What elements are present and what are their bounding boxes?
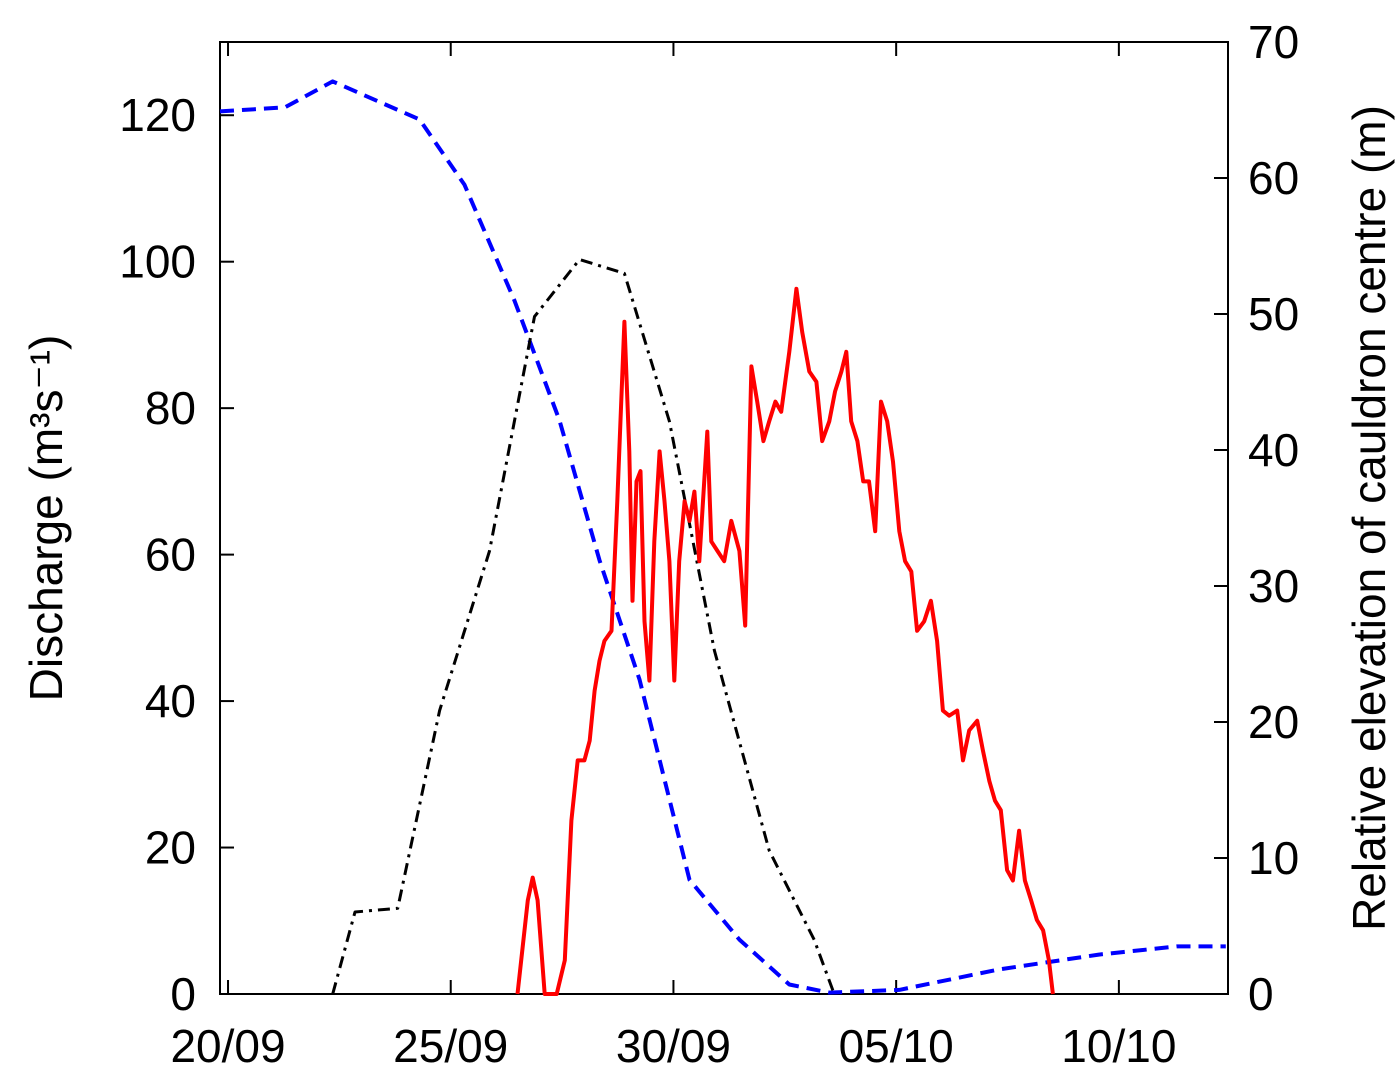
y-tick-label: 0: [170, 968, 196, 1020]
y2-tick-label: 50: [1248, 288, 1299, 340]
y-tick-label: 60: [145, 529, 196, 581]
y-tick-label: 120: [119, 89, 196, 141]
y2-tick-label: 30: [1248, 560, 1299, 612]
y2-tick-label: 0: [1248, 968, 1274, 1020]
x-tick-label: 25/09: [393, 1020, 508, 1070]
x-tick-label: 05/10: [839, 1020, 954, 1070]
y2-tick-label: 40: [1248, 424, 1299, 476]
y2-tick-label: 60: [1248, 152, 1299, 204]
plot-frame: [219, 41, 1229, 995]
y-tick-label: 100: [119, 236, 196, 288]
data-line: [331, 258, 836, 995]
y2-tick-label: 10: [1248, 832, 1299, 884]
y2-axis-label: Relative elevation of cauldron centre (m…: [1343, 105, 1395, 931]
y-tick-label: 20: [145, 822, 196, 874]
x-tick-label: 30/09: [616, 1020, 731, 1070]
y2-tick-label: 20: [1248, 696, 1299, 748]
y2-tick-label: 70: [1248, 16, 1299, 68]
y-axis-label: Discharge (m³s⁻¹): [20, 335, 72, 702]
x-tick-label: 10/10: [1061, 1020, 1176, 1070]
data-line: [219, 79, 1226, 995]
y-tick-label: 40: [145, 675, 196, 727]
y-tick-label: 80: [145, 382, 196, 434]
data-line: [515, 286, 1055, 996]
x-tick-label: 20/09: [170, 1020, 285, 1070]
